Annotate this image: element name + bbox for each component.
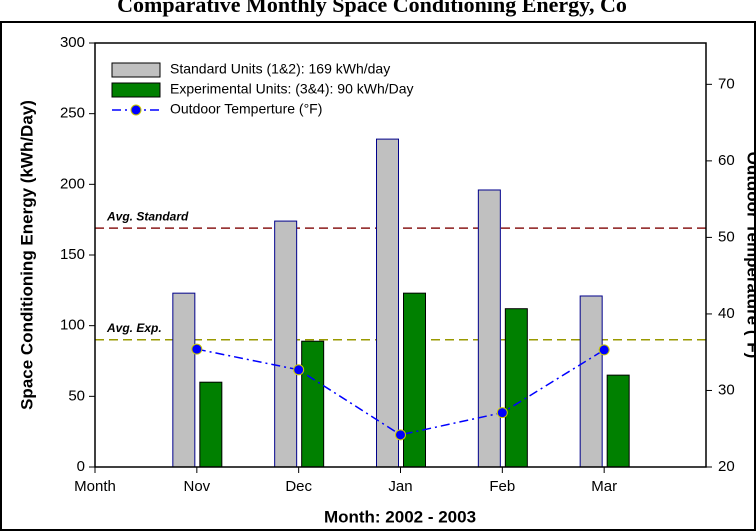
legend-label: Experimental Units: (3&4): 90 kWh/Day	[170, 81, 414, 97]
x-tick-label: Nov	[183, 478, 210, 495]
bar	[376, 138, 399, 468]
legend-swatch	[111, 82, 161, 98]
y-tick-label: 50	[68, 387, 85, 404]
temperature-point	[191, 343, 203, 355]
y-tick-label: 300	[60, 34, 85, 51]
y2-tick-label: 20	[718, 458, 735, 475]
bar	[172, 292, 196, 468]
x-tick-label: Month	[74, 478, 116, 495]
bar	[504, 308, 528, 468]
y2-tick-label: 30	[718, 381, 735, 398]
reference-label: Avg. Standard	[106, 209, 189, 223]
y2-tick-label: 40	[718, 305, 735, 322]
y-axis-label: Space Conditioning Energy (kWh/Day)	[17, 100, 36, 410]
y2-axis-label: Outdoor Temperature (°F)	[744, 152, 756, 359]
bar	[274, 220, 298, 468]
y2-tick-label: 60	[718, 152, 735, 169]
bar	[579, 295, 603, 468]
reference-label: Avg. Exp.	[106, 321, 162, 335]
chart-title: Comparative Monthly Space Conditioning E…	[117, 0, 627, 17]
bar	[477, 189, 501, 468]
legend-label: Standard Units (1&2): 169 kWh/day	[170, 61, 390, 77]
y-tick-label: 250	[60, 105, 85, 122]
legend-marker	[130, 104, 142, 116]
bar	[403, 292, 426, 468]
temperature-point	[496, 407, 508, 419]
bar	[301, 340, 325, 468]
plot-area	[94, 42, 707, 468]
legend-swatch	[111, 62, 161, 78]
legend-label: Outdoor Temperture (°F)	[170, 101, 322, 117]
temperature-point	[395, 429, 406, 441]
y-tick-label: 200	[60, 175, 85, 192]
y-tick-label: 150	[60, 246, 85, 263]
bar	[199, 381, 223, 468]
y-tick-label: 100	[60, 317, 85, 334]
x-tick-label: Feb	[489, 478, 515, 495]
bar	[606, 374, 630, 468]
x-tick-label: Dec	[285, 478, 312, 495]
y2-tick-label: 70	[718, 75, 735, 92]
temperature-point	[598, 344, 610, 356]
y2-tick-label: 50	[718, 228, 735, 245]
y-tick-label: 0	[77, 458, 85, 475]
x-tick-label: Mar	[591, 478, 617, 495]
temperature-line	[196, 348, 605, 436]
x-axis-label: Month: 2002 - 2003	[324, 507, 476, 526]
x-tick-label: Jan	[388, 478, 412, 495]
temperature-point	[293, 364, 305, 376]
